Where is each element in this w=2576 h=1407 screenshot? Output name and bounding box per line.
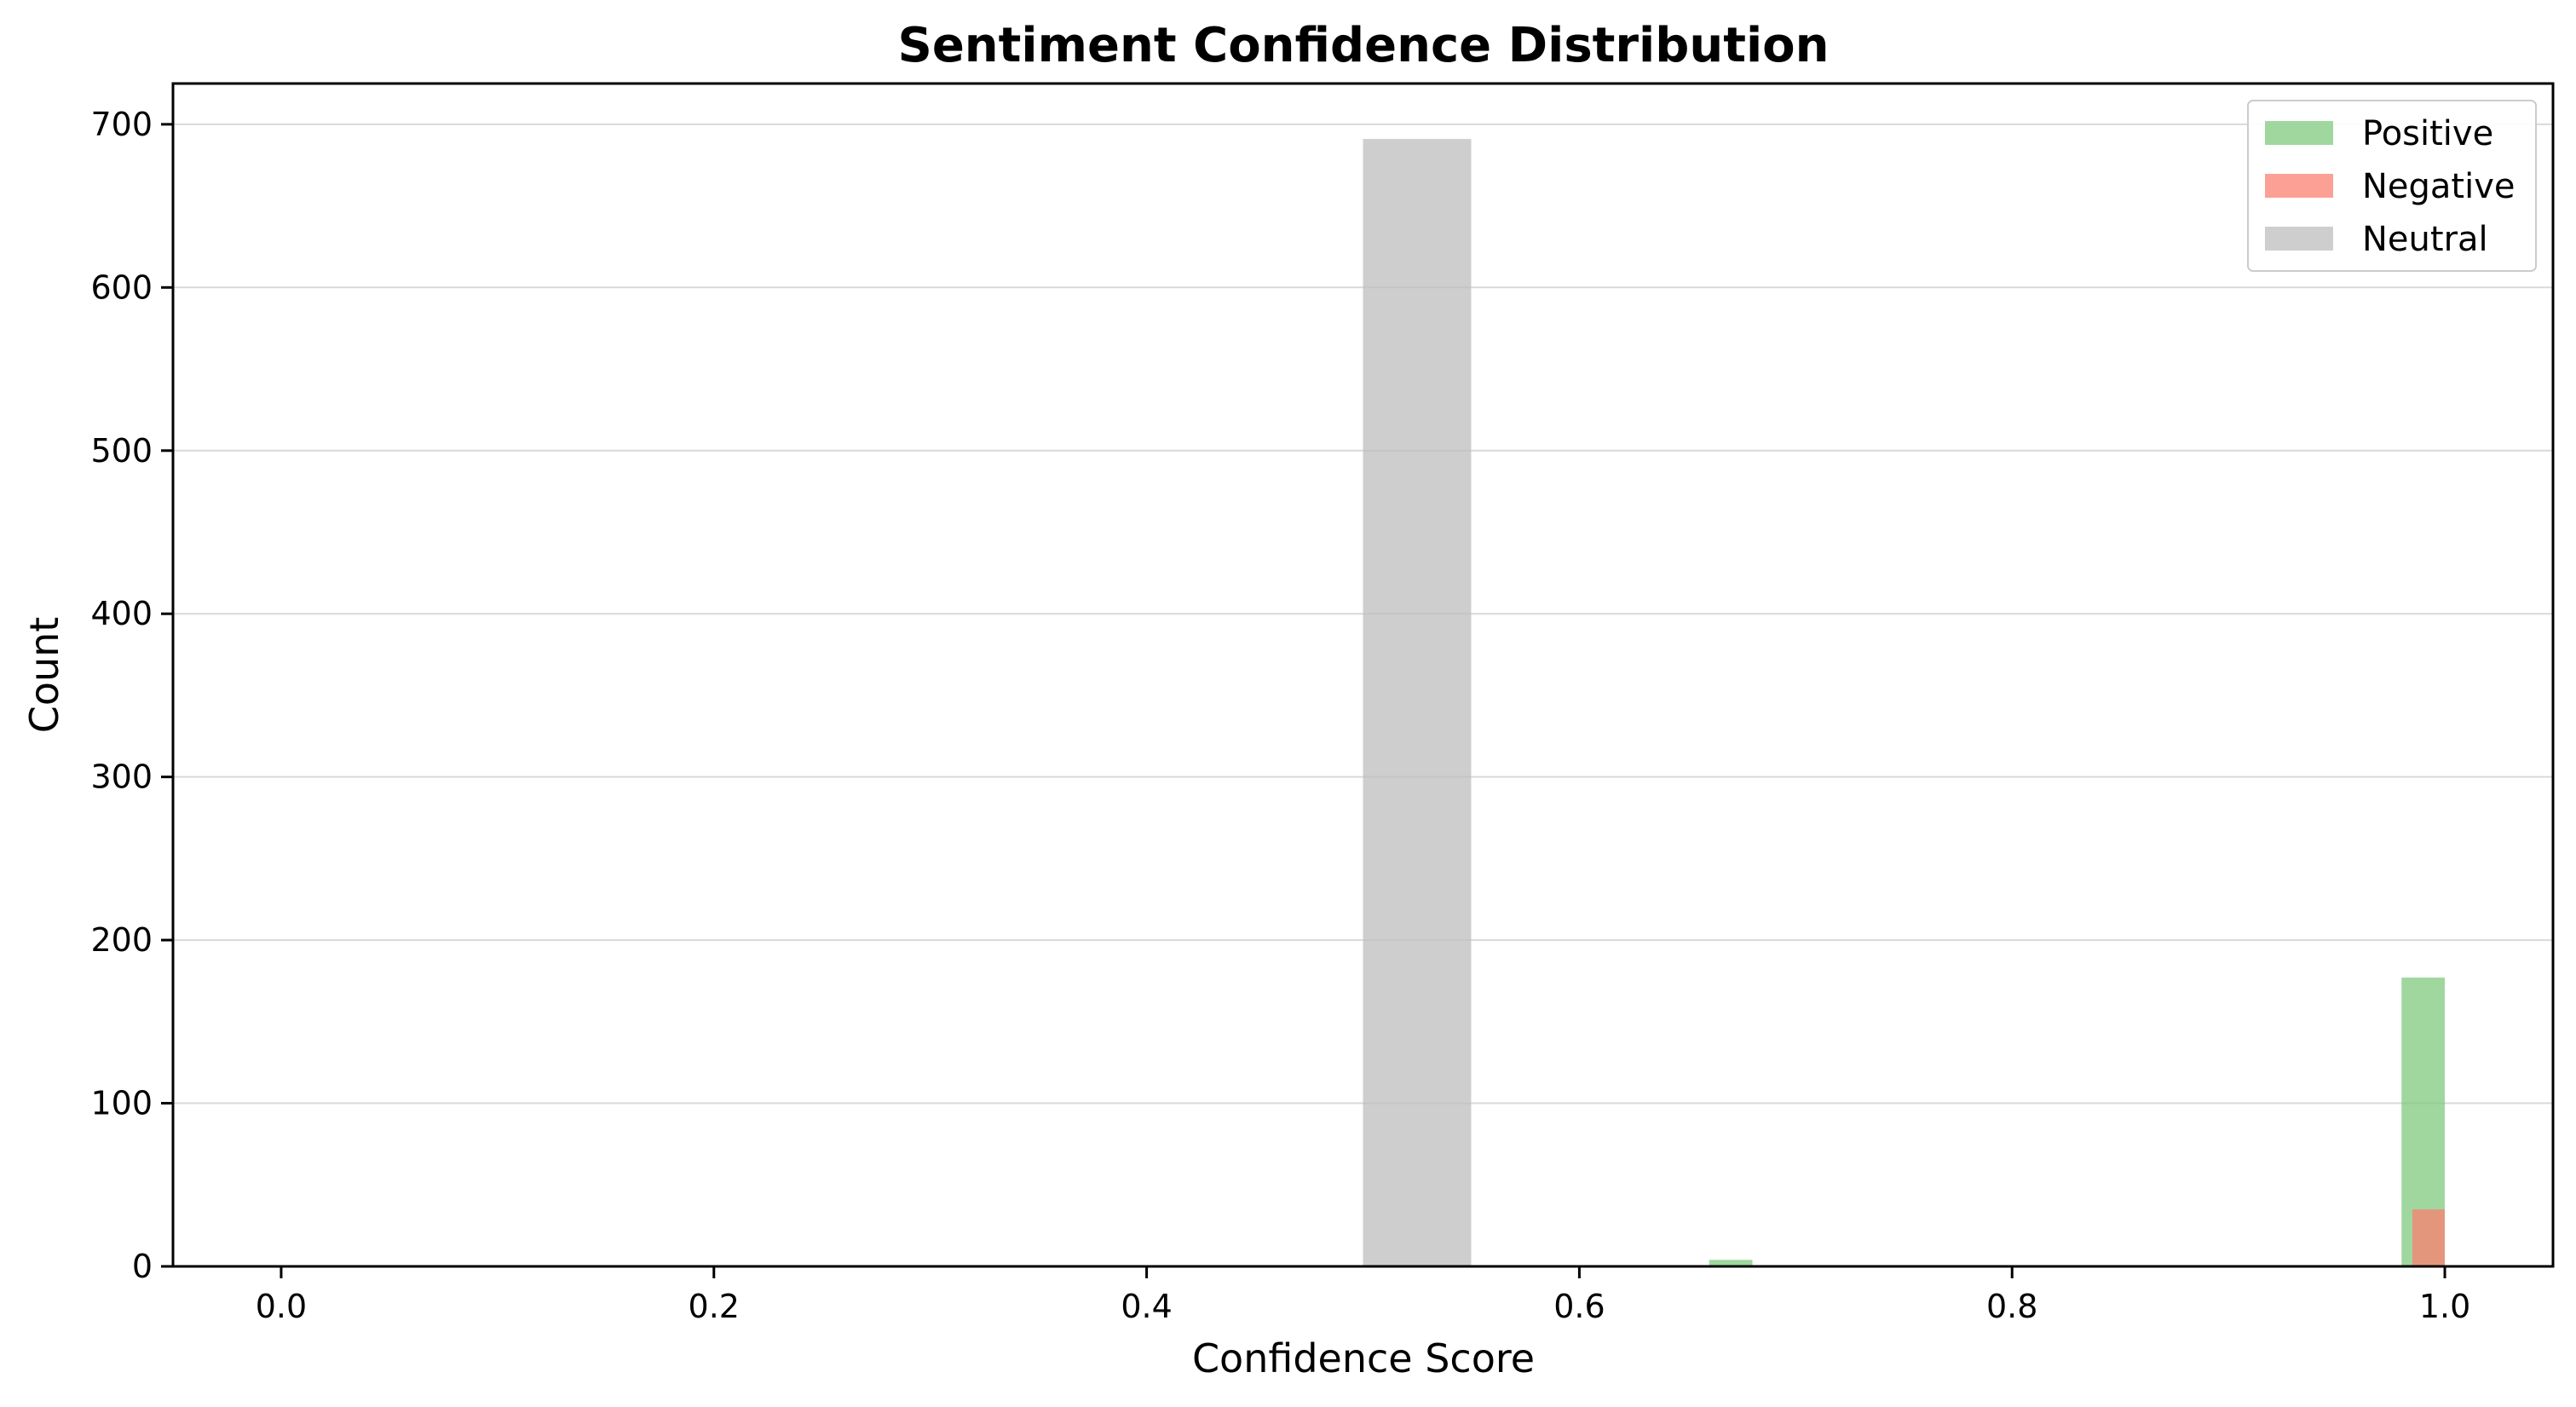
y-tick-label: 300 — [90, 758, 153, 796]
histogram-bar-neutral — [1363, 139, 1472, 1266]
y-axis-ticks: 0 100 200 300 400 500 600 700 — [90, 106, 173, 1285]
histogram-bar-positive — [1709, 1260, 1753, 1266]
histogram-bar-negative — [2412, 1208, 2446, 1266]
legend-swatch-positive — [2265, 121, 2333, 145]
y-tick-label: 100 — [90, 1085, 153, 1122]
x-tick-label: 0.2 — [689, 1288, 740, 1325]
x-tick-label: 0.6 — [1553, 1288, 1605, 1325]
legend-label-negative: Negative — [2362, 167, 2515, 206]
legend: Positive Negative Neutral — [2247, 100, 2537, 272]
y-tick-label: 200 — [90, 921, 153, 959]
y-tick-label: 400 — [90, 595, 153, 632]
bars-layer — [1363, 139, 2446, 1266]
y-tick-label: 500 — [90, 432, 153, 470]
legend-label-positive: Positive — [2362, 114, 2493, 153]
y-tick-label: 600 — [90, 268, 153, 306]
y-tick-label: 700 — [90, 106, 153, 143]
y-axis-label: Count — [21, 617, 67, 734]
x-tick-label: 1.0 — [2419, 1288, 2470, 1325]
chart-title: Sentiment Confidence Distribution — [897, 18, 1829, 73]
legend-label-neutral: Neutral — [2362, 220, 2488, 259]
legend-swatch-negative — [2265, 174, 2333, 198]
x-tick-label: 0.8 — [1986, 1288, 2037, 1325]
x-axis-ticks: 0.0 0.2 0.4 0.6 0.8 1.0 — [256, 1266, 2470, 1325]
y-tick-label: 0 — [132, 1248, 153, 1285]
legend-swatch-neutral — [2265, 227, 2333, 251]
x-tick-label: 0.4 — [1121, 1288, 1172, 1325]
x-axis-label: Confidence Score — [1192, 1335, 1535, 1381]
x-tick-label: 0.0 — [256, 1288, 307, 1325]
plot-frame — [171, 82, 2555, 1268]
